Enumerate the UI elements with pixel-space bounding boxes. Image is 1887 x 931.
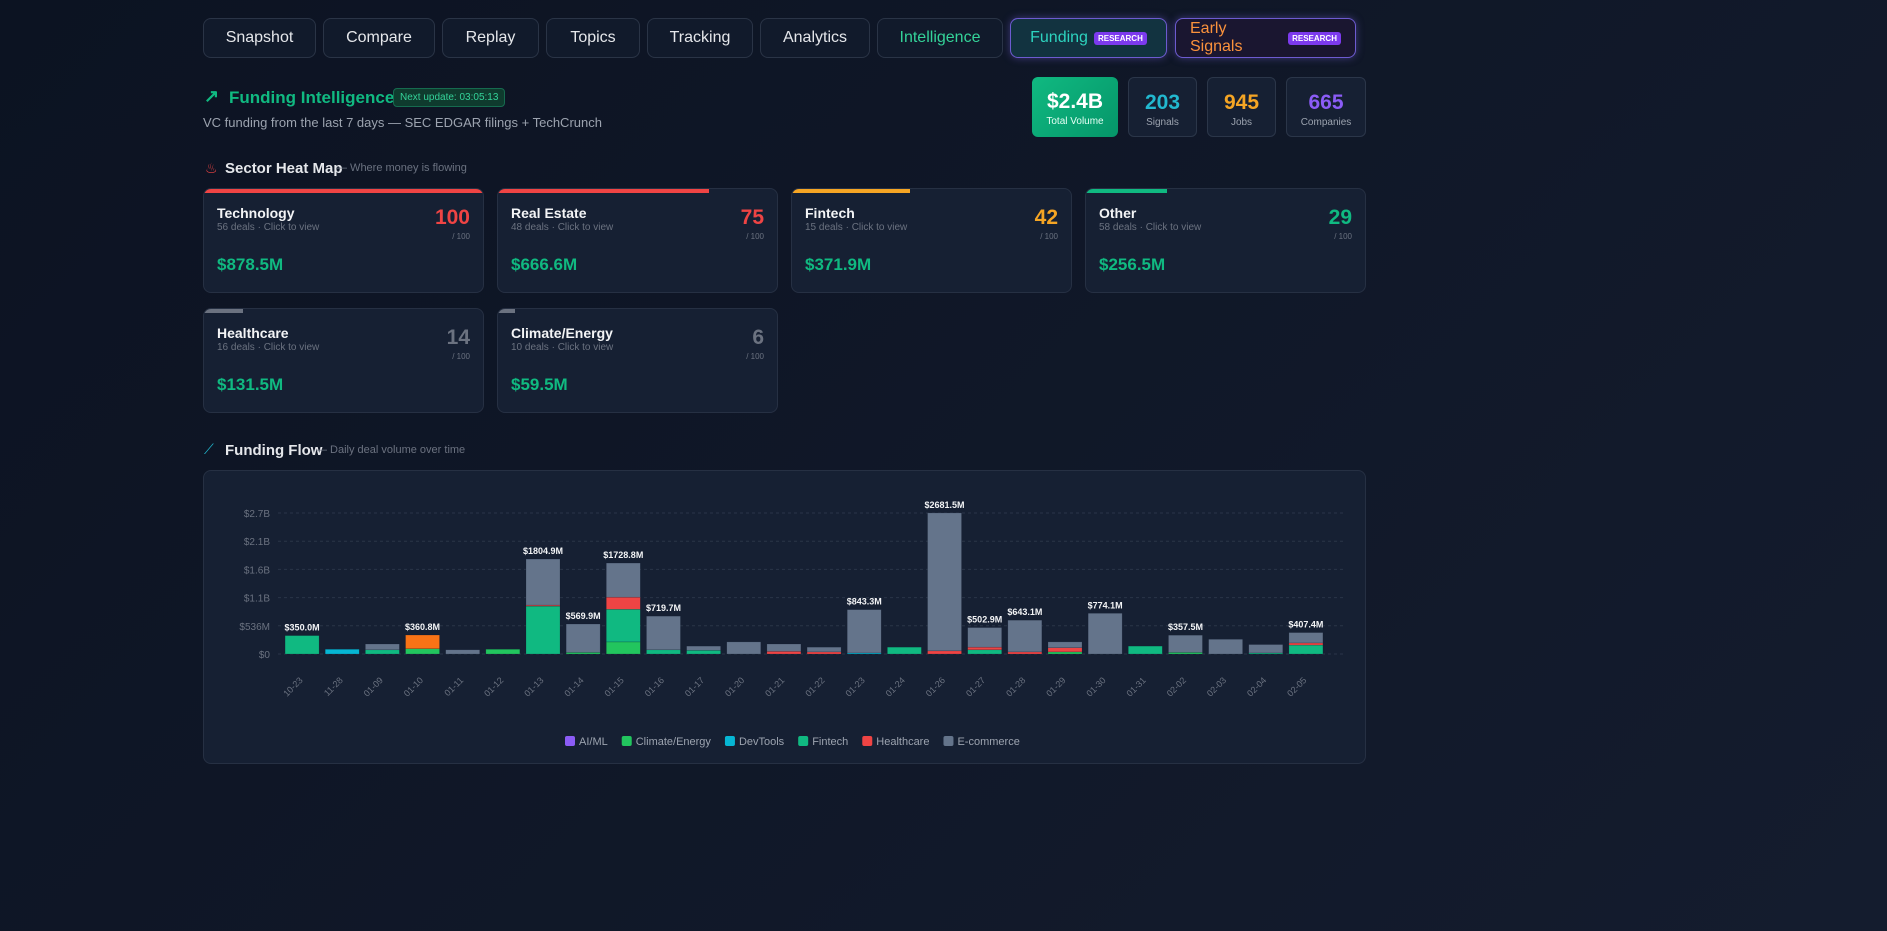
score-bar bbox=[204, 189, 483, 193]
tab-label: Intelligence bbox=[899, 29, 981, 46]
tab-label: Funding bbox=[1030, 29, 1088, 46]
section-subtitle: — Daily deal volume over time bbox=[316, 444, 466, 456]
score-bar bbox=[1086, 189, 1168, 193]
sector-meta: 48 deals · Click to view bbox=[511, 222, 614, 233]
sector-amount: $878.5M bbox=[217, 255, 284, 274]
nav-tab[interactable]: Intelligence bbox=[877, 18, 1003, 58]
sector-score: 14 bbox=[446, 326, 470, 349]
nav-tab[interactable]: Snapshot bbox=[203, 18, 316, 58]
sector-scale: / 100 bbox=[1040, 232, 1058, 241]
sector-card[interactable]: Technology 56 deals · Click to view 100 / 1… bbox=[203, 188, 484, 293]
sector-scale: / 100 bbox=[452, 352, 470, 361]
sector-card[interactable]: Fintech 15 deals · Click to view 42 / 100 $3… bbox=[791, 188, 1072, 293]
nav-tab[interactable]: Tracking bbox=[647, 18, 753, 58]
sector-scale: / 100 bbox=[746, 232, 764, 241]
sector-score: 6 bbox=[752, 326, 764, 349]
sector-card[interactable]: Climate/Energy 10 deals · Click to view 6 /… bbox=[497, 308, 778, 413]
header-title: Funding Intelligence bbox=[229, 88, 395, 107]
stat-label: Total Volume bbox=[1046, 116, 1104, 127]
section-subtitle: — Where money is flowing bbox=[336, 162, 467, 174]
stat-label: Signals bbox=[1146, 117, 1179, 128]
stat-label: Companies bbox=[1300, 117, 1352, 128]
stat-card: $2.4B Total Volume bbox=[1032, 77, 1118, 137]
sector-scale: / 100 bbox=[452, 232, 470, 241]
section-title: Sector Heat Map bbox=[225, 160, 343, 177]
tab-label: Compare bbox=[346, 29, 412, 46]
nav-tab[interactable]: Early Signals RESEARCH bbox=[1175, 18, 1356, 58]
nav-tab[interactable]: Analytics bbox=[760, 18, 870, 58]
sector-amount: $256.5M bbox=[1099, 255, 1166, 274]
stat-card: 945 Jobs bbox=[1207, 77, 1276, 137]
sector-score: 42 bbox=[1034, 206, 1058, 229]
chart-panel bbox=[203, 470, 1366, 764]
sector-meta: 56 deals · Click to view bbox=[217, 222, 320, 233]
score-bar bbox=[498, 309, 515, 313]
sector-name: Healthcare bbox=[217, 325, 289, 341]
sector-score: 100 bbox=[434, 206, 470, 229]
sector-amount: $59.5M bbox=[511, 375, 568, 394]
tab-label: Snapshot bbox=[225, 29, 294, 46]
sector-card[interactable]: Other 58 deals · Click to view 29 / 100 $256… bbox=[1085, 188, 1366, 293]
stat-value: 203 bbox=[1144, 91, 1181, 114]
stat-value: 945 bbox=[1223, 91, 1260, 114]
sector-meta: 58 deals · Click to view bbox=[1099, 222, 1202, 233]
sector-card[interactable]: Healthcare 16 deals · Click to view 14 / 10… bbox=[203, 308, 484, 413]
stat-card: 203 Signals bbox=[1128, 77, 1197, 137]
score-bar bbox=[498, 189, 709, 193]
tab-label: Analytics bbox=[782, 29, 848, 46]
score-bar bbox=[204, 309, 244, 313]
tab-label: Tracking bbox=[669, 29, 731, 46]
sector-amount: $371.9M bbox=[805, 255, 872, 274]
sector-score: 75 bbox=[740, 206, 764, 229]
header-subtitle: VC funding from the last 7 days — SEC ED… bbox=[203, 115, 602, 130]
sector-scale: / 100 bbox=[1334, 232, 1352, 241]
sector-amount: $666.6M bbox=[511, 255, 578, 274]
sector-score: 29 bbox=[1328, 206, 1352, 229]
nav-tab[interactable]: Compare bbox=[323, 18, 435, 58]
tab-label: Topics bbox=[570, 29, 616, 46]
tab-badge: RESEARCH bbox=[1288, 31, 1341, 45]
stat-label: Jobs bbox=[1230, 117, 1253, 128]
sector-name: Climate/Energy bbox=[511, 325, 613, 341]
sector-meta: 16 deals · Click to view bbox=[217, 342, 320, 353]
section-icon: ⟋ bbox=[204, 441, 214, 457]
sector-meta: 10 deals · Click to view bbox=[511, 342, 614, 353]
tab-label: Replay bbox=[465, 29, 516, 46]
tab-label: Early Signals bbox=[1190, 20, 1243, 55]
stat-value: $2.4B bbox=[1046, 90, 1104, 113]
sector-name: Technology bbox=[217, 205, 295, 221]
sector-name: Other bbox=[1099, 205, 1137, 221]
sector-name: Real Estate bbox=[511, 205, 587, 221]
score-bar bbox=[792, 189, 911, 193]
tab-badge: RESEARCH bbox=[1093, 31, 1147, 45]
nav-tab[interactable]: Topics bbox=[546, 18, 640, 58]
section-title: Funding Flow bbox=[225, 442, 323, 459]
header-icon: ↗ bbox=[204, 86, 220, 106]
stat-card: 665 Companies bbox=[1286, 77, 1366, 137]
sector-amount: $131.5M bbox=[217, 375, 284, 394]
sector-scale: / 100 bbox=[746, 352, 764, 361]
header-badge: Next update: 03:05:13 bbox=[393, 88, 506, 107]
sector-card[interactable]: Real Estate 48 deals · Click to view 75 / 1… bbox=[497, 188, 778, 293]
section-icon: ♨ bbox=[205, 160, 218, 176]
sector-meta: 15 deals · Click to view bbox=[805, 222, 908, 233]
nav-tab[interactable]: Funding RESEARCH bbox=[1010, 18, 1167, 58]
sector-name: Fintech bbox=[805, 205, 855, 221]
nav-tab[interactable]: Replay bbox=[442, 18, 539, 58]
stat-value: 665 bbox=[1308, 91, 1344, 114]
